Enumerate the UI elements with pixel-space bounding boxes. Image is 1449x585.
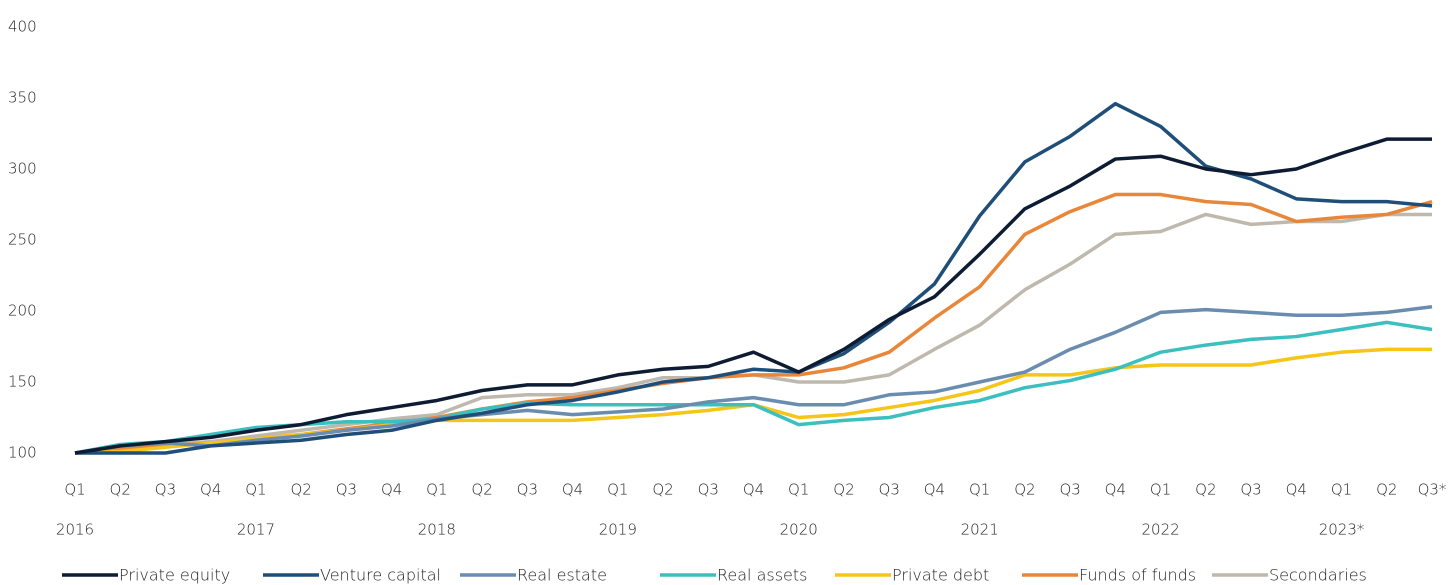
x-tick-label: Q2 <box>1014 481 1035 499</box>
x-tick-label: Q3 <box>1240 481 1261 499</box>
x-tick-label: Q2 <box>110 481 131 499</box>
x-tick-label: Q3 <box>698 481 719 499</box>
year-label: 2021 <box>961 521 999 539</box>
x-tick-label: Q1 <box>1150 481 1171 499</box>
series-line <box>75 101 1433 455</box>
y-tick-label: 350 <box>8 89 37 107</box>
x-tick-label: Q2 <box>833 481 854 499</box>
year-label: 2023* <box>1319 521 1365 539</box>
x-tick-label: Q3 <box>517 481 538 499</box>
x-tick-label: Q3 <box>879 481 900 499</box>
y-tick-label: 200 <box>8 302 37 320</box>
x-tick-label: Q1 <box>64 481 85 499</box>
legend-label: Private equity <box>119 566 230 585</box>
year-label: 2022 <box>1142 521 1180 539</box>
x-tick-label: Q4 <box>743 481 764 499</box>
year-label: 2020 <box>780 521 818 539</box>
y-tick-label: 150 <box>8 373 37 391</box>
series-line <box>74 305 1433 455</box>
x-tick-label: Q3 <box>336 481 357 499</box>
x-tick-label: Q1 <box>788 481 809 499</box>
year-label: 2016 <box>56 521 94 539</box>
year-label: 2018 <box>418 521 456 539</box>
legend-label: Real estate <box>517 566 607 585</box>
y-tick-label: 400 <box>8 18 37 36</box>
x-tick-label: Q3 <box>155 481 176 499</box>
x-tick-label: Q2 <box>471 481 492 499</box>
x-tick-label: Q2 <box>1195 481 1216 499</box>
year-label: 2017 <box>237 521 275 539</box>
x-tick-label: Q2 <box>290 481 311 499</box>
x-tick-label: Q1 <box>969 481 990 499</box>
x-tick-label: Q4 <box>562 481 583 499</box>
legend-label: Funds of funds <box>1079 566 1196 585</box>
year-label: 2019 <box>599 521 637 539</box>
series-line <box>74 212 1432 455</box>
x-tick-label: Q4 <box>1286 481 1307 499</box>
y-tick-label: 100 <box>8 444 37 462</box>
x-tick-label: Q4 <box>200 481 221 499</box>
legend-label: Secondaries <box>1269 566 1367 585</box>
x-tick-label: Q2 <box>1376 481 1397 499</box>
x-tick-label: Q4 <box>381 481 402 499</box>
x-tick-label: Q1 <box>607 481 628 499</box>
x-tick-label: Q3* <box>1418 481 1447 499</box>
x-tick-label: Q3 <box>1059 481 1080 499</box>
x-tick-label: Q2 <box>652 481 673 499</box>
legend-label: Venture capital <box>320 566 441 585</box>
x-tick-label: Q1 <box>245 481 266 499</box>
x-tick-label: Q1 <box>1331 481 1352 499</box>
legend-label: Private debt <box>892 566 989 585</box>
y-tick-label: 250 <box>8 231 37 249</box>
x-tick-label: Q4 <box>1105 481 1126 499</box>
x-tick-label: Q4 <box>924 481 945 499</box>
y-tick-label: 300 <box>8 160 37 178</box>
series-line <box>74 137 1432 455</box>
legend-label: Real assets <box>717 566 808 585</box>
series-line <box>74 192 1433 455</box>
x-tick-label: Q1 <box>426 481 447 499</box>
